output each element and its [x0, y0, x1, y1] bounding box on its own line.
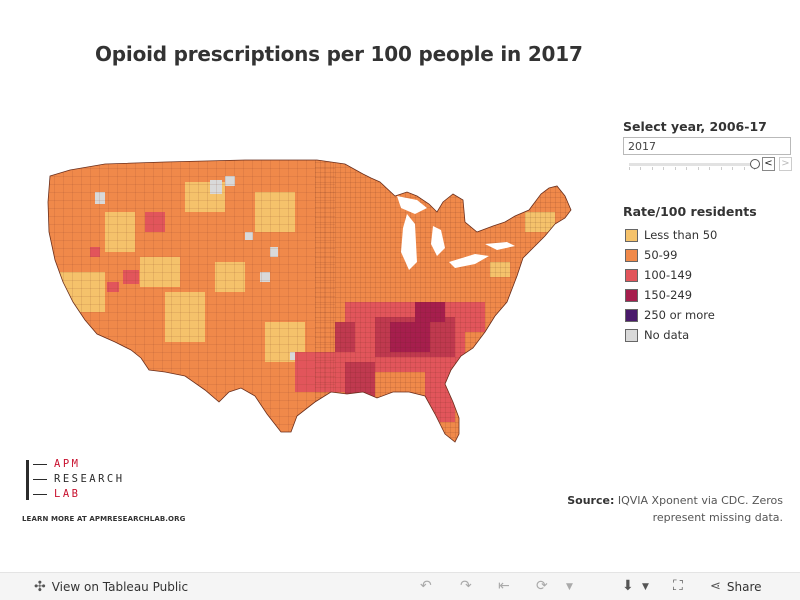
legend-label: 50-99 [644, 248, 678, 262]
share-icon: ⋖ [710, 579, 721, 594]
logo-tick [33, 479, 47, 480]
legend-item[interactable]: No data [625, 325, 717, 345]
source-note: Source: IQVIA Xponent via CDC. Zeros rep… [563, 492, 783, 526]
year-slider[interactable] [629, 158, 760, 170]
next-year-button[interactable]: > [779, 157, 792, 171]
legend-item[interactable]: 100-149 [625, 265, 717, 285]
logo-line-3: LAB [54, 488, 81, 500]
year-filter-label: Select year, 2006-17 [623, 119, 767, 134]
us-outline [47, 159, 572, 443]
year-filter-input[interactable]: 2017 [623, 137, 791, 155]
chevron-down-icon[interactable]: ▼ [566, 582, 573, 592]
legend-label: No data [644, 328, 690, 342]
logo-tick [33, 494, 47, 495]
legend-swatch [625, 248, 638, 262]
slider-ticks [629, 167, 755, 170]
logo-line-2: RESEARCH [54, 473, 125, 485]
legend-swatch [625, 328, 638, 342]
slider-thumb[interactable] [750, 159, 760, 169]
share-button[interactable]: ⋖ Share [710, 579, 762, 594]
previous-year-button[interactable]: < [762, 157, 775, 171]
logo-line-1: APM [54, 458, 81, 470]
logo-bar [26, 460, 29, 500]
refresh-icon[interactable]: ⟳ [536, 578, 548, 594]
legend-label: 250 or more [644, 308, 715, 322]
view-on-tableau-label: View on Tableau Public [51, 580, 189, 594]
legend-item[interactable]: 150-249 [625, 285, 717, 305]
page-title: Opioid prescriptions per 100 people in 2… [95, 42, 583, 66]
redo-icon[interactable]: ↷ [460, 578, 472, 594]
legend-title: Rate/100 residents [623, 204, 757, 219]
slider-track [629, 163, 755, 166]
revert-icon[interactable]: ⇤ [498, 578, 510, 594]
legend-label: Less than 50 [644, 228, 718, 242]
legend-swatch [625, 268, 638, 282]
learn-more-link[interactable]: LEARN MORE AT APMRESEARCHLAB.ORG [22, 515, 186, 523]
tableau-toolbar: ✣ View on Tableau Public ↶ ↷ ⇤ ⟳ ▼ ⬇ ▼ ⛶… [0, 572, 800, 600]
apm-research-lab-logo[interactable]: APM RESEARCH LAB [26, 458, 166, 504]
legend-swatch [625, 288, 638, 302]
logo-tick [33, 464, 47, 465]
county-fill-layer [48, 160, 571, 442]
us-county-map[interactable] [45, 152, 575, 447]
download-icon[interactable]: ⬇ [622, 578, 634, 594]
undo-icon[interactable]: ↶ [420, 578, 432, 594]
source-text: IQVIA Xponent via CDC. Zeros represent m… [617, 494, 783, 524]
chevron-down-icon[interactable]: ▼ [642, 582, 649, 592]
source-label: Source: [567, 494, 615, 507]
legend-item[interactable]: Less than 50 [625, 225, 717, 245]
legend: Less than 50 50-99 100-149 150-249 250 o… [625, 225, 717, 345]
legend-swatch [625, 308, 638, 322]
legend-item[interactable]: 50-99 [625, 245, 717, 265]
tableau-logo-icon: ✣ [34, 579, 46, 595]
share-label: Share [726, 579, 762, 594]
fullscreen-icon[interactable]: ⛶ [673, 578, 683, 594]
great-lakes [397, 196, 515, 270]
legend-swatch [625, 228, 638, 242]
legend-item[interactable]: 250 or more [625, 305, 717, 325]
legend-label: 100-149 [644, 268, 693, 282]
view-on-tableau-button[interactable]: ✣ View on Tableau Public [34, 579, 188, 595]
legend-label: 150-249 [644, 288, 693, 302]
